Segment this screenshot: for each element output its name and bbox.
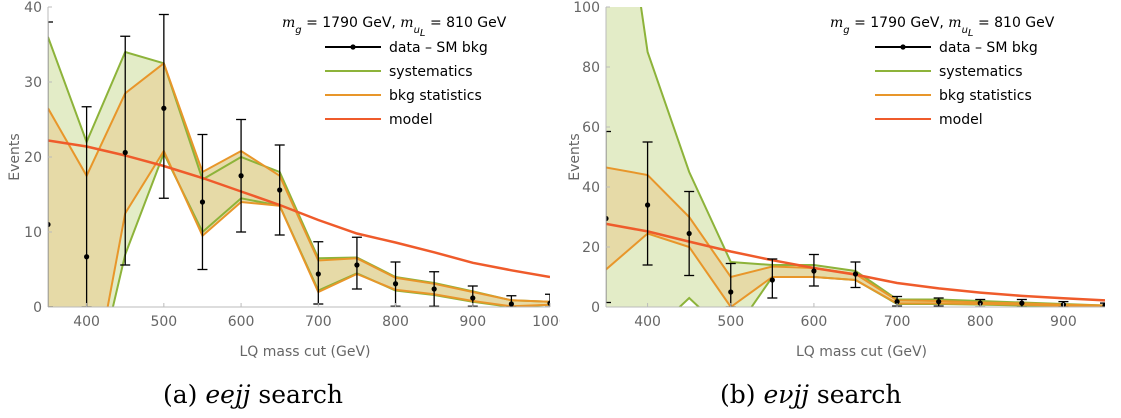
y-tick-label: 80 bbox=[582, 60, 600, 76]
data-point bbox=[431, 286, 437, 292]
squark-subscript: u bbox=[962, 25, 968, 36]
y-tick-label: 0 bbox=[33, 300, 42, 316]
squark-subscript: u bbox=[414, 25, 420, 36]
systematics-band bbox=[606, 7, 1105, 307]
plot-evjj: 400 500 600 700 800 900 0 20 40 60 80 100 LQ mass cu… bbox=[567, 0, 1105, 360]
caption-b: (b) eνjj search bbox=[720, 380, 902, 409]
data-point bbox=[470, 295, 476, 301]
x-tick-label: 900 bbox=[459, 314, 486, 330]
caption-a-word: eejj bbox=[205, 380, 251, 409]
legend-data-label: data – SM bkg bbox=[389, 40, 488, 56]
legend-data-marker bbox=[900, 44, 906, 50]
panel-b-parameter-annotation: mg = 1790 GeV, muL = 810 GeV bbox=[830, 15, 1055, 39]
panel-a-y-axis-label: Events bbox=[7, 133, 23, 180]
data-point bbox=[315, 271, 321, 277]
x-tick-label: 500 bbox=[150, 314, 177, 330]
data-point bbox=[811, 268, 817, 274]
panel-a-x-axis-label: LQ mass cut (GeV) bbox=[240, 344, 371, 360]
x-tick-label: 500 bbox=[717, 314, 744, 330]
x-tick-label: 700 bbox=[884, 314, 911, 330]
x-tick-label: 900 bbox=[1050, 314, 1077, 330]
x-tick-label: 600 bbox=[228, 314, 255, 330]
data-point bbox=[238, 173, 244, 179]
bkg-statistics-lower-line bbox=[48, 148, 550, 307]
x-tick-label: 400 bbox=[634, 314, 661, 330]
data-point bbox=[1019, 300, 1025, 306]
squark-mass-value: = 810 GeV bbox=[974, 15, 1055, 31]
data-point bbox=[48, 221, 51, 228]
gluino-mass-value: = 1790 GeV, bbox=[850, 15, 949, 31]
squark-mass-symbol: m bbox=[400, 15, 413, 31]
data-point bbox=[769, 277, 775, 283]
data-point bbox=[852, 271, 859, 277]
data-point bbox=[1102, 302, 1105, 307]
x-tick-label: 800 bbox=[967, 314, 994, 330]
x-tick-label: 800 bbox=[382, 314, 409, 330]
gluino-subscript: g bbox=[843, 25, 849, 36]
data-point bbox=[728, 289, 734, 295]
y-tick-label: 60 bbox=[582, 120, 600, 136]
data-point bbox=[161, 105, 167, 111]
squark-mass-value: = 810 GeV bbox=[426, 15, 507, 31]
panel-a-plot-area bbox=[48, 13, 550, 307]
data-point bbox=[122, 149, 128, 156]
legend-data-marker bbox=[350, 44, 356, 50]
y-tick-label: 40 bbox=[24, 0, 42, 16]
legend-model-label: model bbox=[939, 112, 983, 128]
panel-b-y-axis-label: Events bbox=[567, 133, 583, 180]
y-tick-label: 20 bbox=[582, 240, 600, 256]
data-point bbox=[644, 202, 651, 208]
y-tick-label: 20 bbox=[24, 150, 42, 166]
data-point bbox=[936, 299, 942, 305]
y-tick-label: 40 bbox=[582, 180, 600, 196]
data-point bbox=[277, 187, 283, 193]
y-tick-label: 10 bbox=[24, 225, 42, 241]
squark-subsubscript: L bbox=[420, 28, 426, 39]
x-tick-label: 600 bbox=[801, 314, 828, 330]
squark-subsubscript: L bbox=[968, 28, 974, 39]
caption-b-word: eνjj bbox=[763, 380, 809, 409]
x-tick-label: 400 bbox=[73, 314, 100, 330]
data-point bbox=[606, 215, 609, 222]
legend-bkg-statistics-label: bkg statistics bbox=[389, 88, 482, 104]
gluino-mass-value: = 1790 GeV, bbox=[302, 15, 401, 31]
legend-bkg-statistics-label: bkg statistics bbox=[939, 88, 1032, 104]
panel-b-plot-area bbox=[606, 7, 1105, 307]
model-line bbox=[48, 139, 550, 279]
data-point bbox=[84, 254, 90, 260]
caption-b-label: (b) bbox=[720, 380, 756, 409]
legend-data-label: data – SM bkg bbox=[939, 40, 1038, 56]
panel-a-parameter-annotation: mg = 1790 GeV, muL = 810 GeV bbox=[282, 15, 507, 39]
data-point bbox=[199, 199, 206, 205]
data-point bbox=[508, 301, 514, 307]
squark-mass-symbol: m bbox=[948, 15, 961, 31]
bkg-statistics-upper-line bbox=[48, 61, 550, 303]
data-point bbox=[354, 262, 360, 268]
caption-a-label: (a) bbox=[163, 380, 198, 409]
caption-a: (a) eejj search bbox=[163, 380, 343, 409]
gluino-subscript: g bbox=[295, 25, 301, 36]
y-tick-label: 30 bbox=[24, 75, 42, 91]
caption-b-rest: search bbox=[808, 380, 902, 409]
panel-b-x-axis-label: LQ mass cut (GeV) bbox=[796, 344, 927, 360]
gluino-mass-symbol: m bbox=[282, 15, 295, 31]
caption-a-rest: search bbox=[250, 380, 343, 409]
data-point bbox=[686, 230, 692, 237]
legend-systematics-label: systematics bbox=[939, 64, 1023, 80]
x-tick-label: 700 bbox=[305, 314, 332, 330]
gluino-mass-symbol: m bbox=[830, 15, 843, 31]
legend-model-label: model bbox=[389, 112, 433, 128]
bkg-statistics-band bbox=[48, 63, 550, 307]
data-point bbox=[392, 281, 399, 287]
legend-systematics-label: systematics bbox=[389, 64, 473, 80]
y-tick-label: 100 bbox=[573, 0, 600, 16]
data-point bbox=[894, 299, 900, 305]
y-tick-label: 0 bbox=[591, 300, 600, 316]
data-point bbox=[547, 300, 550, 306]
